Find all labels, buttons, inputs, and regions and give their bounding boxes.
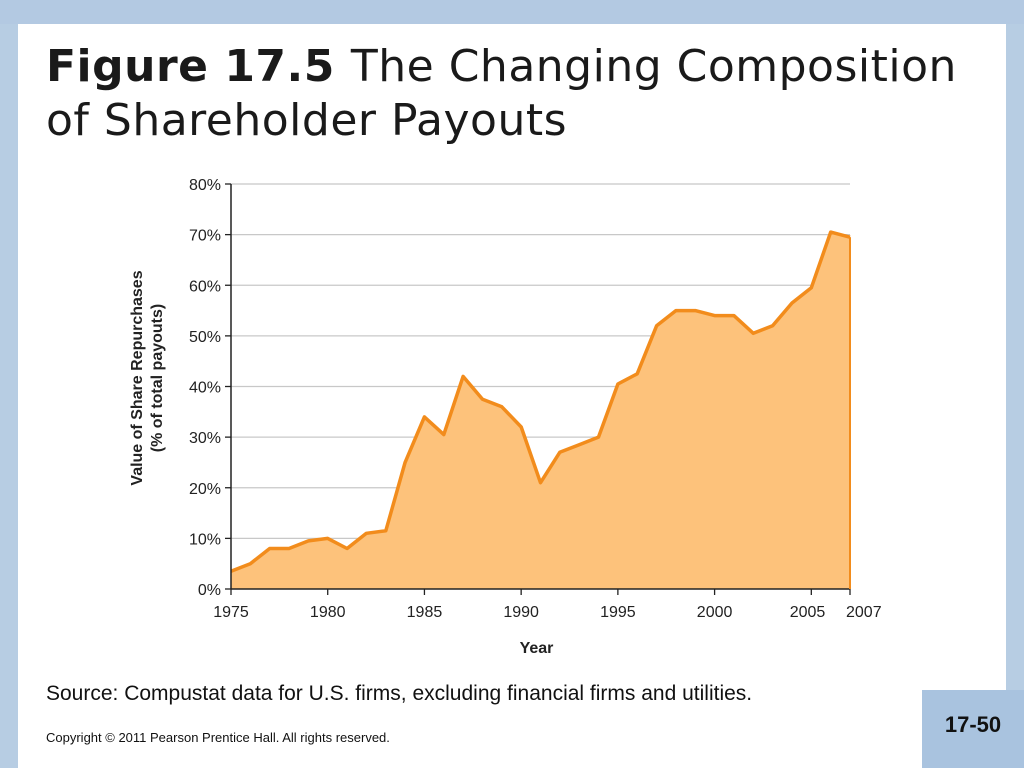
y-tick-label: 40% (189, 380, 221, 397)
top-band (0, 0, 1024, 24)
x-tick-label: 1985 (407, 604, 443, 621)
y-tick-label: 10% (189, 531, 221, 548)
x-tick-label: 2000 (697, 604, 733, 621)
slide-title: Figure 17.5 The Changing Composition of S… (46, 40, 996, 148)
source-note: Source: Compustat data for U.S. firms, e… (46, 682, 753, 705)
x-tick-label: 1995 (600, 604, 636, 621)
series-area (231, 232, 850, 589)
y-tick-label: 0% (198, 582, 221, 599)
copyright-notice: Copyright © 2011 Pearson Prentice Hall. … (46, 730, 390, 745)
x-axis-title: Year (520, 640, 554, 657)
figure-title: The Changing Composition of Shareholder … (46, 41, 957, 146)
page-number-box: 17-50 (922, 690, 1024, 768)
y-axis-title-line2: (% of total payouts) (149, 304, 166, 452)
y-tick-label: 80% (189, 177, 221, 194)
y-tick-label: 60% (189, 278, 221, 295)
y-axis-title-line1: Value of Share Repurchases (129, 270, 146, 485)
y-tick-label: 20% (189, 481, 221, 498)
x-tick-label: 1990 (503, 604, 539, 621)
y-tick-label: 30% (189, 430, 221, 447)
x-tick-label: 1975 (213, 604, 249, 621)
x-tick-label: 2005 (790, 604, 826, 621)
page-number: 17-50 (944, 712, 1002, 737)
y-tick-label: 70% (189, 228, 221, 245)
x-tick-label: 2007 (846, 604, 882, 621)
figure-number: Figure 17.5 (46, 41, 335, 92)
x-tick-label: 1980 (310, 604, 346, 621)
y-tick-label: 50% (189, 329, 221, 346)
series-line (230, 230, 851, 573)
